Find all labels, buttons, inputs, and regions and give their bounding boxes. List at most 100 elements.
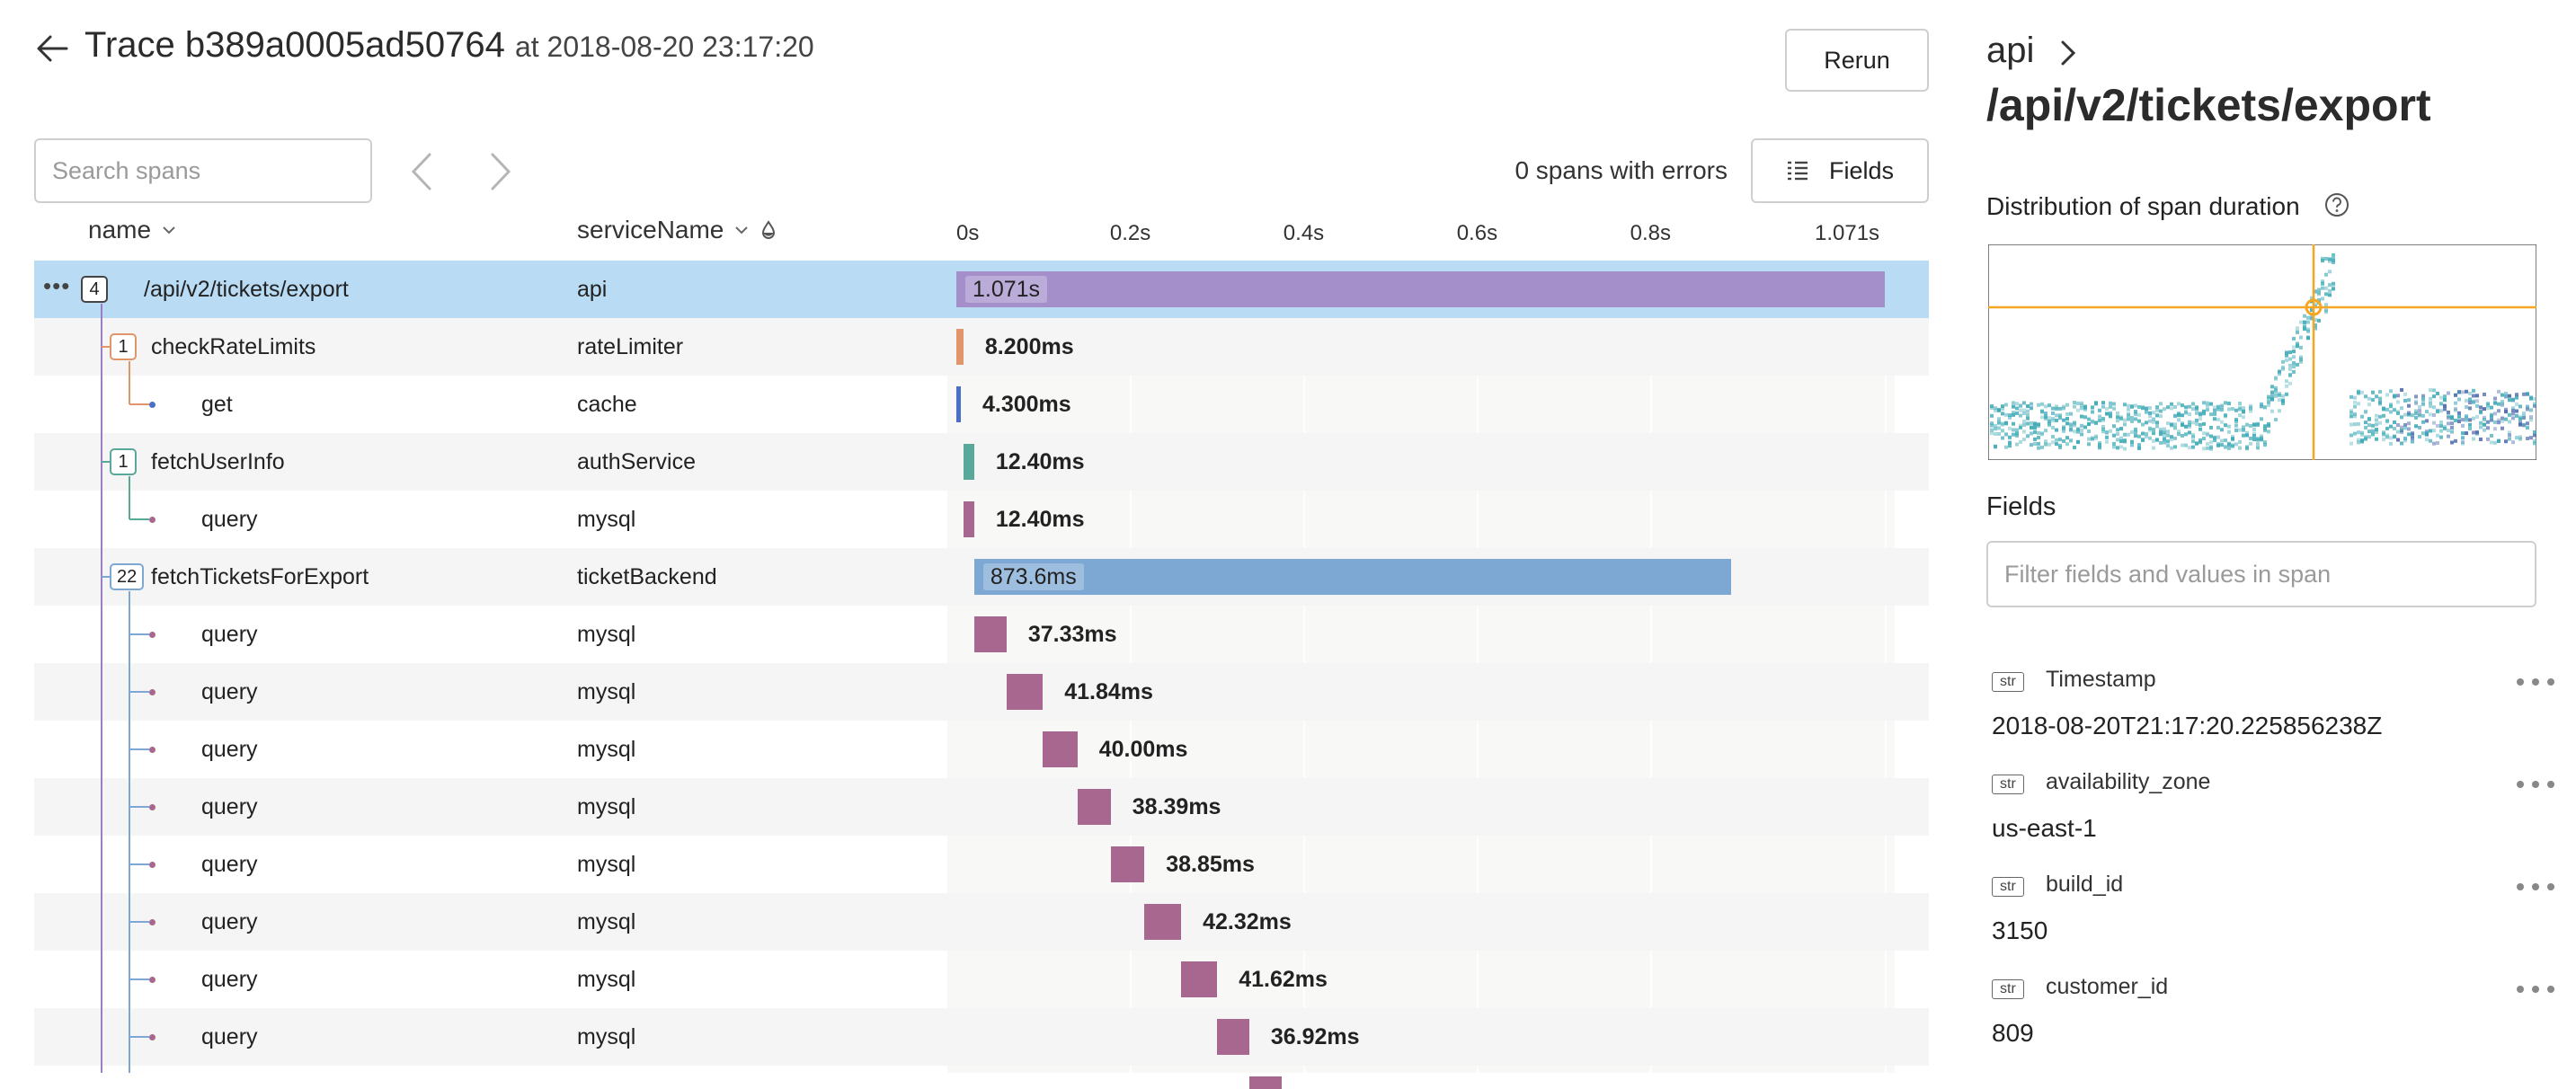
heatmap-cell <box>2076 429 2080 434</box>
child-count-badge[interactable]: 4 <box>81 276 108 303</box>
span-duration-bar[interactable] <box>1110 846 1145 882</box>
heatmap-cell <box>2040 415 2044 420</box>
fields-button[interactable]: Fields <box>1751 138 1929 203</box>
span-row[interactable]: 22 fetchTicketsForExport ticketBackend 873.… <box>34 548 1929 606</box>
heatmap-cell <box>2367 396 2371 401</box>
rerun-button[interactable]: Rerun <box>1785 29 1929 92</box>
heatmap-cell <box>2008 426 2012 430</box>
heatmap-cell <box>1997 407 2001 412</box>
span-row[interactable]: ••• 4/api/v2/tickets/export api 1.071s <box>34 261 1929 318</box>
heatmap-cell <box>2479 421 2483 425</box>
heatmap-cell <box>2234 408 2238 412</box>
span-duration-bar[interactable] <box>1181 961 1218 997</box>
heatmap-cell <box>1994 444 1997 448</box>
more-options-icon[interactable]: ••• <box>43 272 71 299</box>
heatmap-cell <box>2353 400 2357 404</box>
heatmap-cell <box>2522 414 2526 419</box>
span-duration-bar[interactable] <box>1217 1019 1249 1055</box>
heatmap-cell <box>2317 288 2321 292</box>
heatmap-cell <box>2134 434 2137 438</box>
child-count-badge[interactable]: 22 <box>110 563 145 590</box>
span-row[interactable]: query mysql 40.00ms <box>34 721 1929 778</box>
heatmap-cell <box>2170 446 2173 450</box>
heatmap-cell <box>2367 423 2371 428</box>
help-icon[interactable] <box>2323 190 2351 219</box>
heatmap-cell <box>2457 414 2461 419</box>
heatmap-cell <box>2479 437 2483 441</box>
heatmap-cell <box>2181 443 2184 447</box>
heatmap-cell <box>2058 446 2062 450</box>
next-match-icon[interactable] <box>476 149 521 194</box>
column-header-name[interactable]: name <box>88 216 176 244</box>
span-duration-bar[interactable] <box>1144 904 1182 940</box>
panel-service-name[interactable]: api <box>1986 31 2035 70</box>
span-duration-bar[interactable] <box>1248 1076 1282 1089</box>
span-duration-bar[interactable] <box>963 444 974 480</box>
span-row[interactable]: 1 checkRateLimits rateLimiter 8.200ms <box>34 318 1929 376</box>
span-row[interactable]: query mysql 37.33ms <box>34 606 1929 663</box>
heatmap-cell <box>2209 425 2213 429</box>
heatmap-cell <box>2483 392 2486 396</box>
span-row[interactable]: get cache 4.300ms <box>34 376 1929 433</box>
heatmap-cell <box>2314 326 2317 331</box>
heatmap-cell <box>2047 421 2051 426</box>
heatmap-cell <box>2220 405 2224 410</box>
span-row[interactable]: query mysql 12.40ms <box>34 491 1929 548</box>
heatmap-cell <box>2001 436 2004 440</box>
span-duration-bar[interactable] <box>956 329 964 365</box>
heatmap-cell <box>2375 413 2378 418</box>
span-duration-bar[interactable] <box>1043 731 1078 767</box>
heatmap-cell <box>2429 396 2432 401</box>
span-duration-bar[interactable] <box>963 501 974 537</box>
heatmap-cell <box>2378 402 2382 406</box>
heatmap-cell <box>2148 411 2152 415</box>
child-count-badge[interactable]: 1 <box>110 333 137 360</box>
column-header-service[interactable]: serviceName <box>577 216 777 244</box>
heatmap-cell <box>2001 422 2004 427</box>
span-duration-bar[interactable] <box>973 559 1732 595</box>
heatmap-cell <box>1994 406 1997 411</box>
span-row[interactable]: query mysql 41.62ms <box>34 951 1929 1008</box>
span-duration-heatmap[interactable] <box>1988 244 2536 460</box>
span-duration-bar[interactable] <box>973 616 1007 652</box>
heatmap-cell <box>2159 414 2163 419</box>
span-row[interactable]: query mysql 42.32ms <box>34 893 1929 951</box>
leaf-span-dot <box>149 1034 155 1040</box>
heatmap-cell <box>2497 438 2500 443</box>
span-row[interactable]: query mysql 38.85ms <box>34 836 1929 893</box>
color-by-droplet-icon[interactable] <box>759 219 777 241</box>
span-row[interactable]: query mysql 38.39ms <box>34 778 1929 836</box>
span-duration-bar[interactable] <box>1077 789 1111 825</box>
leaf-span-dot <box>149 402 155 408</box>
more-options-icon[interactable] <box>2515 778 2556 791</box>
heatmap-cell <box>2421 396 2425 401</box>
heatmap-cell <box>2483 417 2486 421</box>
heatmap-cell <box>2012 421 2015 426</box>
heatmap-cell <box>2454 406 2457 411</box>
back-arrow-icon[interactable] <box>34 31 70 66</box>
heatmap-cell <box>2414 394 2418 399</box>
leaf-span-dot <box>149 747 155 753</box>
span-duration-bar[interactable] <box>956 271 1885 307</box>
filter-fields-input[interactable] <box>1986 541 2536 607</box>
span-row[interactable]: query mysql 41.84ms <box>34 663 1929 721</box>
heatmap-cell <box>2119 439 2123 444</box>
child-count-badge[interactable]: 1 <box>110 448 137 475</box>
span-duration-bar[interactable] <box>1006 674 1044 710</box>
heatmap-cell <box>2533 441 2536 446</box>
heatmap-cell <box>2267 394 2270 399</box>
more-options-icon[interactable] <box>2515 881 2556 893</box>
heatmap-cell <box>2288 381 2292 385</box>
previous-match-icon[interactable] <box>401 149 446 194</box>
more-options-icon[interactable] <box>2515 983 2556 996</box>
span-row[interactable]: 1 fetchUserInfo authService 12.40ms <box>34 433 1929 491</box>
span-row[interactable]: query mysql 36.92ms <box>34 1008 1929 1066</box>
heatmap-cell <box>2349 409 2353 413</box>
span-duration-bar[interactable] <box>956 386 961 422</box>
heatmap-cell <box>2166 438 2170 443</box>
heatmap-cell <box>2303 323 2306 328</box>
more-options-icon[interactable] <box>2515 676 2556 688</box>
search-spans-input[interactable] <box>34 138 372 203</box>
heatmap-cell <box>2155 405 2159 410</box>
heatmap-cell <box>2173 422 2177 427</box>
